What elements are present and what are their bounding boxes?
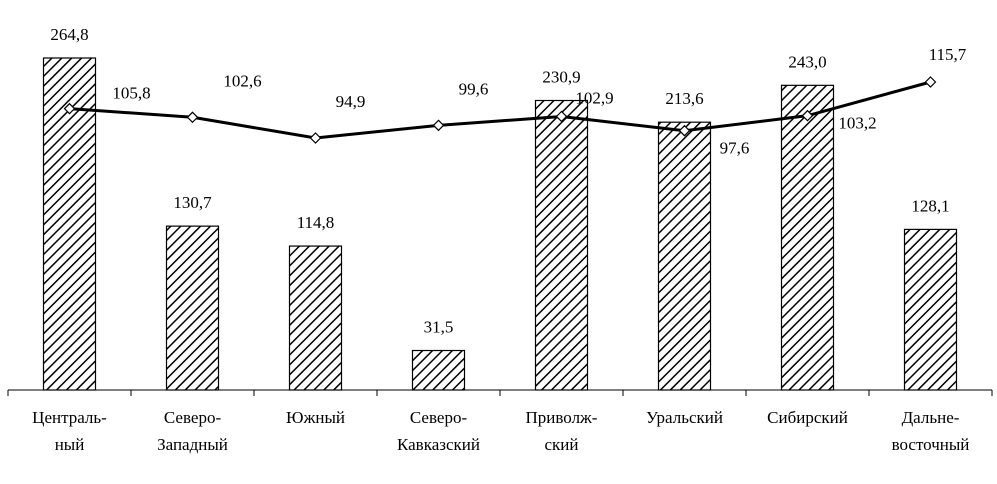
bar-value-label: 264,8 [50, 25, 88, 44]
category-label: Северо- Западный [157, 408, 228, 454]
category-label: Южный [286, 408, 345, 427]
category-label: Уральский [646, 408, 723, 427]
line-point-marker [186, 111, 199, 124]
category-label-line: Централь- [32, 408, 107, 427]
bar [534, 99, 589, 391]
bar-value-label: 230,9 [542, 68, 580, 87]
line-value-label: 99,6 [459, 79, 489, 98]
category-label-line: Южный [286, 408, 345, 427]
category-label-line: Сибирский [767, 408, 848, 427]
category-label: Северо- Кавказский [397, 408, 480, 454]
bars-layer [42, 57, 958, 391]
category-label: Централь-ный [32, 408, 107, 454]
bar [411, 349, 466, 391]
bar-value-label: 31,5 [424, 318, 454, 337]
line-value-label: 103,2 [838, 114, 876, 133]
category-label: Дальне-восточный [892, 408, 970, 454]
category-label-line: ский [545, 435, 579, 454]
line-series [69, 80, 931, 140]
data-labels-layer: 264,8 130,7 114,8 31,5 230,9 213,6 243,0 128,1 1… [50, 25, 966, 337]
line-point-marker [309, 132, 322, 144]
x-axis-ticks [7, 390, 993, 396]
category-label-line: Западный [157, 435, 228, 454]
line-point-marker [63, 102, 76, 115]
category-label-line: Уральский [646, 408, 723, 427]
line-value-label: 105,8 [112, 84, 150, 103]
category-label-line: Кавказский [397, 435, 480, 454]
category-label: Приволж-ский [526, 408, 598, 454]
category-label-line: Приволж- [526, 408, 598, 427]
bar [288, 245, 343, 391]
line-point-marker [801, 109, 814, 122]
line-point-marker [432, 119, 445, 132]
line-layer [63, 76, 937, 144]
bar-value-label: 130,7 [173, 193, 212, 212]
bar [657, 121, 712, 391]
bar-value-label: 213,6 [665, 89, 703, 108]
bar-value-label: 243,0 [788, 52, 826, 71]
category-label-line: Северо- [164, 408, 222, 427]
bar-value-label: 128,1 [911, 196, 949, 215]
bar-value-label: 114,8 [297, 213, 335, 232]
category-label-line: Дальне- [902, 408, 960, 427]
line-value-label: 102,6 [223, 71, 261, 90]
category-label-line: восточный [892, 435, 970, 454]
line-value-label: 97,6 [720, 139, 750, 158]
category-label-line: ный [55, 435, 85, 454]
bar [903, 228, 958, 391]
line-point-marker [924, 76, 937, 88]
line-value-label: 115,7 [929, 45, 967, 64]
category-labels-layer: Централь-ный Северо- Западный Южный Северо- К… [32, 408, 969, 454]
bar [780, 84, 835, 391]
line-value-label: 102,9 [575, 88, 613, 107]
category-label: Сибирский [767, 408, 848, 427]
bar [165, 225, 220, 391]
category-label-line: Северо- [410, 408, 468, 427]
line-value-label: 94,9 [336, 92, 366, 111]
line-point-marker [678, 124, 691, 137]
line-point-marker [555, 110, 568, 123]
